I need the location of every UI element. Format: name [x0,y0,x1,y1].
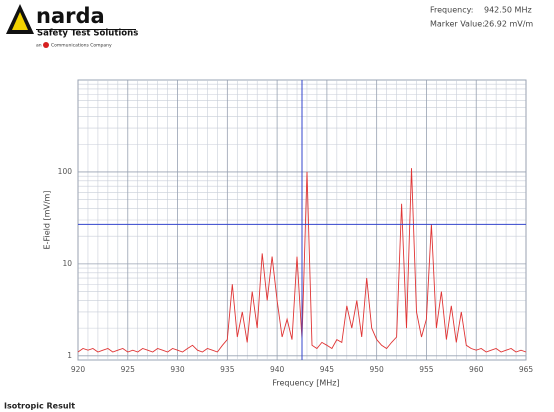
x-tick-label: 945 [320,365,335,374]
x-tick-label: 940 [270,365,285,374]
marker-value: 26.92 mV/m [484,20,533,29]
marker-label: Marker Value: [430,20,485,29]
section-title: Isotropic Result [4,402,75,411]
y-tick-label: 10 [62,259,72,268]
frequency-label: Frequency: [430,6,473,15]
x-tick-label: 955 [419,365,434,374]
logo-parent-icon [43,42,49,48]
y-tick-label: 1 [67,351,72,360]
x-tick-label: 950 [370,365,385,374]
y-axis-label: E-Field [mV/m] [43,191,52,250]
y-tick-label: 100 [58,167,73,176]
logo-name: narda [36,4,105,28]
x-axis-label: Frequency [MHz] [272,379,339,388]
logo-tagline: Safety Test Solutions [37,29,138,39]
frequency-value: 942.50 MHz [484,6,532,15]
x-tick-label: 960 [469,365,484,374]
x-tick-label: 925 [121,365,136,374]
x-tick-label: 935 [220,365,235,374]
x-tick-label: 920 [71,365,86,374]
x-tick-label: 965 [519,365,534,374]
logo-parent-prefix: an [36,44,42,49]
x-tick-label: 930 [170,365,185,374]
logo-triangle-inner [12,12,28,30]
logo-rule [36,29,136,30]
logo-parent: Communications Company [51,43,112,49]
